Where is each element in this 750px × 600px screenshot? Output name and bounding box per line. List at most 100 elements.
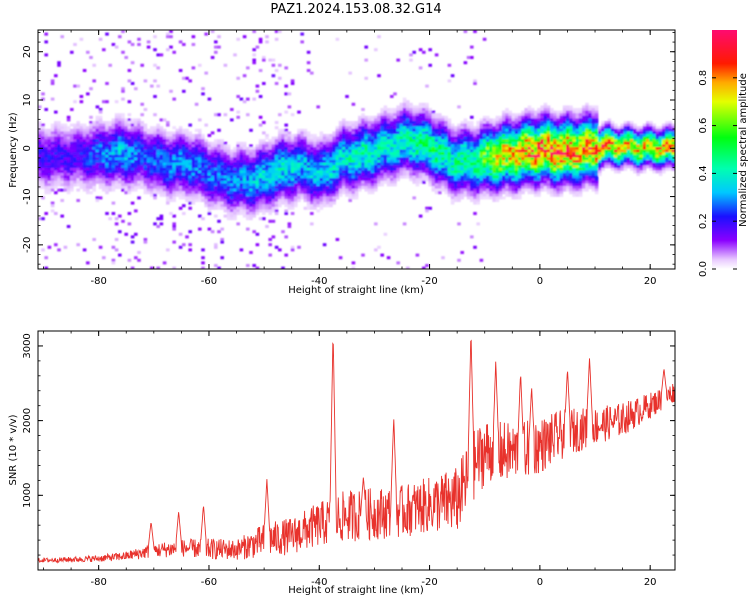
spectrogram-cell xyxy=(153,196,157,200)
spectrogram-cell xyxy=(297,175,301,179)
spectrogram-cell xyxy=(364,144,368,148)
spectrogram-cell xyxy=(60,123,64,127)
spectrogram-cell xyxy=(342,157,346,161)
spectrogram-cell xyxy=(300,152,304,156)
spectrogram-cell xyxy=(345,183,349,187)
spectrogram-cell xyxy=(303,170,308,174)
spectrogram-cell xyxy=(95,173,100,176)
spectrogram-cell xyxy=(262,209,266,213)
spectrogram-cell xyxy=(194,167,199,171)
spectrogram-cell xyxy=(534,175,538,179)
spectrogram-cell xyxy=(521,118,525,122)
spectrogram-cell xyxy=(198,199,202,202)
spectrogram-cell xyxy=(505,134,509,137)
spectrogram-cell xyxy=(537,144,541,148)
spectrogram-cell xyxy=(399,105,404,109)
spectrogram-cell xyxy=(463,165,468,169)
spectrogram-cell xyxy=(220,193,224,197)
spectrogram-cell xyxy=(543,113,548,117)
spectrogram-cell xyxy=(172,131,176,135)
spectrogram-cell xyxy=(50,186,55,189)
spectrogram-cell xyxy=(233,199,237,202)
spectrogram-cell xyxy=(412,105,416,109)
spectrogram-cell xyxy=(402,222,407,226)
spectrogram-cell xyxy=(262,175,266,179)
spectrogram-cell xyxy=(316,141,320,145)
spectrogram-cell xyxy=(79,154,84,158)
spectrogram-cell xyxy=(214,50,218,54)
spectrogram-cell xyxy=(262,217,266,221)
spectrogram-cell xyxy=(534,115,538,119)
spectrogram-cell xyxy=(118,131,122,135)
spectrogram-cell xyxy=(489,178,493,182)
spectrogram-cell xyxy=(230,165,234,169)
spectrogram-cell xyxy=(473,245,477,249)
spectrogram-cell xyxy=(118,152,122,156)
spectrogram-cell xyxy=(284,123,288,127)
spectrogram-cell xyxy=(527,165,532,169)
spectrogram-cell xyxy=(338,131,343,135)
spectrogram-cell xyxy=(271,209,276,213)
spectrogram-cell xyxy=(124,170,128,174)
spectrogram-cell xyxy=(127,69,132,72)
spectrogram-cell xyxy=(44,108,48,111)
spectrogram-cell xyxy=(111,157,116,161)
spectrogram-cell xyxy=(383,232,388,236)
spectrogram-cell xyxy=(415,183,420,187)
spectrogram-cell xyxy=(226,149,231,153)
spectrogram-cell xyxy=(92,165,96,169)
spectrogram-cell xyxy=(44,175,48,179)
spectrogram-cell xyxy=(383,170,388,174)
spectrogram-cell xyxy=(418,180,423,184)
spectrogram-cell xyxy=(505,144,509,148)
spectrogram-cell xyxy=(489,188,493,192)
spectrogram-cell xyxy=(278,149,282,153)
spectrogram-cell xyxy=(335,193,340,197)
spectrogram-cell xyxy=(57,141,61,145)
spectrogram-cell xyxy=(63,180,68,184)
spectrogram-cell xyxy=(434,152,439,156)
spectrogram-cell xyxy=(492,173,496,176)
spectrogram-cell xyxy=(111,144,116,148)
spectrogram-cell xyxy=(127,212,132,215)
spectrogram-cell xyxy=(441,157,445,161)
spectrogram-cell xyxy=(476,134,480,137)
spectrogram-cell xyxy=(476,149,480,153)
spectrogram-cell xyxy=(130,183,135,187)
spectrogram-cell xyxy=(92,144,96,148)
spectrogram-cell xyxy=(102,134,106,137)
spectrogram-cell xyxy=(425,152,429,156)
spectrogram-cell xyxy=(268,144,272,148)
spectrogram-cell xyxy=(527,160,532,163)
spectrogram-cell xyxy=(223,201,228,205)
spectrogram-cell xyxy=(95,180,100,184)
spectrogram-cell xyxy=(262,139,266,143)
spectrogram-cell xyxy=(150,180,154,184)
spectrogram-cell xyxy=(95,118,100,122)
spectrogram-cell xyxy=(214,243,218,247)
spectrogram-cell xyxy=(310,180,314,184)
spectrogram-cell xyxy=(434,149,439,153)
spectrogram-cell xyxy=(470,121,474,124)
spectrogram-cell xyxy=(268,141,272,145)
spectrogram-cell xyxy=(182,196,186,200)
spectrogram-cell xyxy=(303,144,308,148)
spectrogram-cell xyxy=(98,126,103,130)
spectrogram-cell xyxy=(214,191,218,195)
spectrogram-cell xyxy=(188,175,192,179)
spectrogram-cell xyxy=(438,154,442,158)
spectrogram-cell xyxy=(111,152,116,156)
spectrogram-cell xyxy=(489,173,493,176)
spectrogram-cell xyxy=(367,173,372,176)
spectrogram-cell xyxy=(239,183,244,187)
spectrogram-cell xyxy=(463,173,468,176)
spectrogram-cell xyxy=(159,154,164,158)
spectrogram-cell xyxy=(303,193,308,197)
spectrogram-cell xyxy=(111,139,116,143)
spectrogram-cell xyxy=(284,157,288,161)
spectrogram-cell xyxy=(236,222,240,226)
spectrogram-cell xyxy=(54,152,58,156)
spectrogram-cell xyxy=(268,162,272,166)
spectrogram-cell xyxy=(98,170,103,174)
spectrogram-cell xyxy=(191,170,196,174)
